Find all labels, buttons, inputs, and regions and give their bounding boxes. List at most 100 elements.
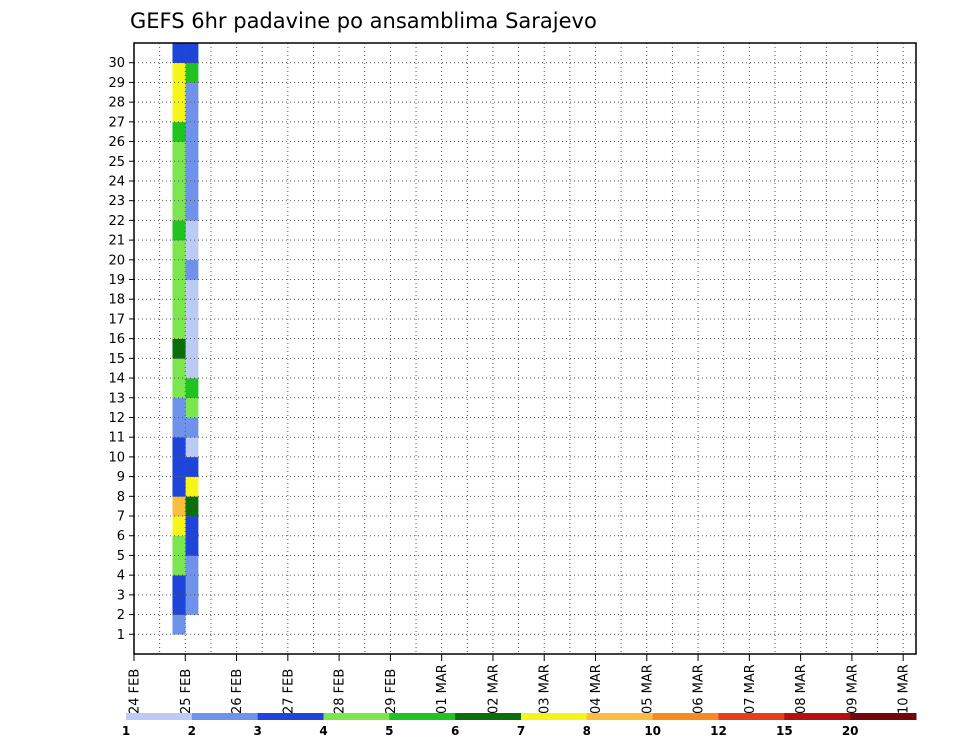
- y-tick-label: 3: [117, 588, 125, 603]
- y-tick-label: 12: [108, 411, 125, 426]
- y-tick-label: 8: [117, 490, 125, 505]
- x-tick-label: 05 MAR: [640, 664, 655, 714]
- y-tick-label: 18: [108, 293, 125, 308]
- colorbar-segment: [455, 713, 522, 720]
- y-tick-label: 4: [117, 569, 125, 584]
- y-tick-label: 20: [108, 253, 125, 268]
- y-tick-label: 15: [108, 352, 125, 367]
- heatmap-cell: [185, 594, 199, 615]
- colorbar-segment: [323, 713, 390, 720]
- x-tick-label: 10 MAR: [897, 664, 912, 714]
- heatmap-cell: [185, 220, 199, 241]
- y-tick-label: 14: [108, 372, 125, 387]
- y-tick-label: 23: [108, 194, 125, 209]
- heatmap-cell: [172, 299, 186, 320]
- heatmap-cell: [172, 102, 186, 123]
- colorbar-label: 7: [517, 724, 525, 738]
- y-tick-label: 21: [108, 234, 125, 249]
- colorbar-segment: [521, 713, 588, 720]
- heatmap-cell: [172, 161, 186, 182]
- x-tick-label: 09 MAR: [845, 664, 860, 714]
- heatmap-cell: [185, 82, 199, 103]
- x-tick-label: 24 FEB: [128, 669, 143, 714]
- heatmap-cell: [172, 43, 186, 64]
- colorbar-label: 12: [710, 724, 727, 738]
- y-tick-label: 1: [117, 628, 125, 643]
- y-tick-label: 10: [108, 450, 125, 465]
- y-tick-label: 2: [117, 608, 125, 623]
- x-tick-label: 06 MAR: [692, 664, 707, 714]
- heatmap-cell: [185, 555, 199, 576]
- heatmap-cell: [185, 378, 199, 399]
- y-tick-label: 24: [108, 174, 125, 189]
- plot-frame: [133, 42, 917, 655]
- y-tick-label: 11: [108, 431, 125, 446]
- heatmap-cell: [172, 516, 186, 537]
- heatmap-cell: [172, 437, 186, 458]
- y-tick-label: 25: [108, 155, 125, 170]
- heatmap-cell: [185, 575, 199, 596]
- y-tick-label: 7: [117, 510, 125, 525]
- heatmap-cell: [172, 614, 186, 635]
- x-tick-label: 08 MAR: [794, 664, 809, 714]
- heatmap-cell: [172, 62, 186, 83]
- x-tick-label: 02 MAR: [486, 664, 501, 714]
- x-tick-label: 04 MAR: [589, 664, 604, 714]
- heatmap-cell: [172, 594, 186, 615]
- heatmap-cell: [185, 62, 199, 83]
- y-tick-label: 30: [108, 56, 125, 71]
- y-tick-label: 28: [108, 96, 125, 111]
- heatmap-cell: [172, 279, 186, 300]
- colorbar-label: 4: [319, 724, 327, 738]
- colorbar-label: 8: [583, 724, 591, 738]
- heatmap-cell: [172, 476, 186, 497]
- colorbar-segment: [718, 713, 785, 720]
- heatmap-cell: [172, 358, 186, 379]
- heatmap-cell: [172, 259, 186, 280]
- colorbar-label: 3: [253, 724, 261, 738]
- heatmap-cell: [185, 200, 199, 221]
- chart-title: GEFS 6hr padavine po ansamblima Sarajevo: [130, 9, 597, 33]
- heatmap-cell: [172, 496, 186, 517]
- heatmap-cell: [172, 318, 186, 339]
- y-axis: 1234567891011121314151617181920212223242…: [108, 56, 134, 643]
- heatmap-cell: [172, 456, 186, 477]
- colorbar-segment: [784, 713, 851, 720]
- heatmap-cell: [185, 180, 199, 201]
- heatmap-cell: [172, 121, 186, 142]
- heatmap-cell: [185, 279, 199, 300]
- heatmap-cell: [172, 397, 186, 418]
- heatmap-cell: [185, 43, 199, 64]
- y-tick-label: 29: [108, 76, 125, 91]
- heatmap-cell: [185, 437, 199, 458]
- heatmap-cell: [185, 299, 199, 320]
- heatmap-cell: [185, 417, 199, 438]
- colorbar-segment: [191, 713, 259, 720]
- y-tick-label: 26: [108, 135, 125, 150]
- colorbar: 1 2 3 4 5 6 7 8 10 12 15 20: [122, 713, 917, 738]
- heatmap-cell: [185, 318, 199, 339]
- heatmap-cell: [172, 555, 186, 576]
- x-tick-label: 01 MAR: [435, 664, 450, 714]
- heatmap-cell: [185, 496, 199, 517]
- colorbar-label: 20: [842, 724, 859, 738]
- heatmap-cell: [172, 378, 186, 399]
- colorbar-label: 15: [776, 724, 793, 738]
- heatmap-cell: [185, 161, 199, 182]
- colorbar-label: 10: [644, 724, 661, 738]
- heatmap-cell: [185, 240, 199, 261]
- heatmap-cell: [172, 535, 186, 556]
- x-axis: 24 FEB 25 FEB 26 FEB 27 FEB 28 FEB 29 FEB 01 M…: [128, 654, 912, 714]
- colorbar-segment: [389, 713, 456, 720]
- heatmap-cell: [172, 180, 186, 201]
- y-tick-label: 16: [108, 332, 125, 347]
- heatmap-cell: [185, 121, 199, 142]
- heatmap-cell: [185, 102, 199, 123]
- heatmap-cell: [185, 516, 199, 537]
- heatmap-cell: [185, 397, 199, 418]
- y-tick-label: 17: [108, 312, 125, 327]
- colorbar-label: 5: [385, 724, 393, 738]
- heatmap-cell: [172, 200, 186, 221]
- heatmap-cell: [172, 220, 186, 241]
- colorbar-segment: [586, 713, 654, 720]
